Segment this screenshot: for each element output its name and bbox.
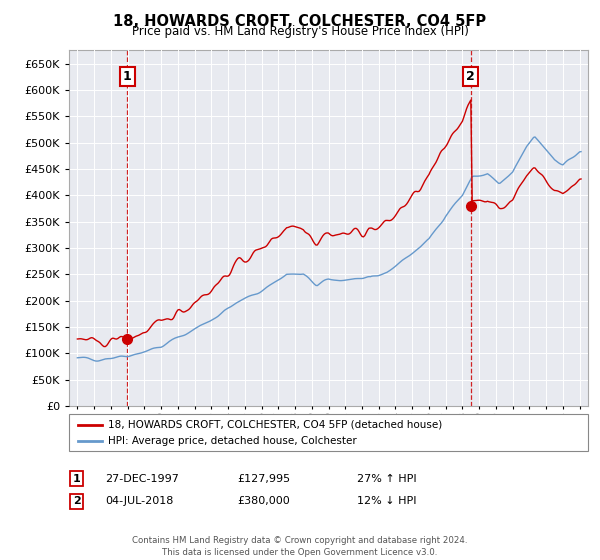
Text: 1: 1 <box>73 474 80 484</box>
Text: 27% ↑ HPI: 27% ↑ HPI <box>357 474 416 484</box>
Text: 2: 2 <box>73 496 80 506</box>
Text: 27-DEC-1997: 27-DEC-1997 <box>105 474 179 484</box>
Text: 2: 2 <box>466 70 475 83</box>
Text: £127,995: £127,995 <box>237 474 290 484</box>
Text: 18, HOWARDS CROFT, COLCHESTER, CO4 5FP (detached house): 18, HOWARDS CROFT, COLCHESTER, CO4 5FP (… <box>108 419 442 430</box>
Text: 1: 1 <box>123 70 132 83</box>
Text: £380,000: £380,000 <box>237 496 290 506</box>
Text: 04-JUL-2018: 04-JUL-2018 <box>105 496 173 506</box>
Text: HPI: Average price, detached house, Colchester: HPI: Average price, detached house, Colc… <box>108 436 357 446</box>
Text: 12% ↓ HPI: 12% ↓ HPI <box>357 496 416 506</box>
Text: Contains HM Land Registry data © Crown copyright and database right 2024.
This d: Contains HM Land Registry data © Crown c… <box>132 536 468 557</box>
Text: Price paid vs. HM Land Registry's House Price Index (HPI): Price paid vs. HM Land Registry's House … <box>131 25 469 38</box>
Text: 18, HOWARDS CROFT, COLCHESTER, CO4 5FP: 18, HOWARDS CROFT, COLCHESTER, CO4 5FP <box>113 14 487 29</box>
